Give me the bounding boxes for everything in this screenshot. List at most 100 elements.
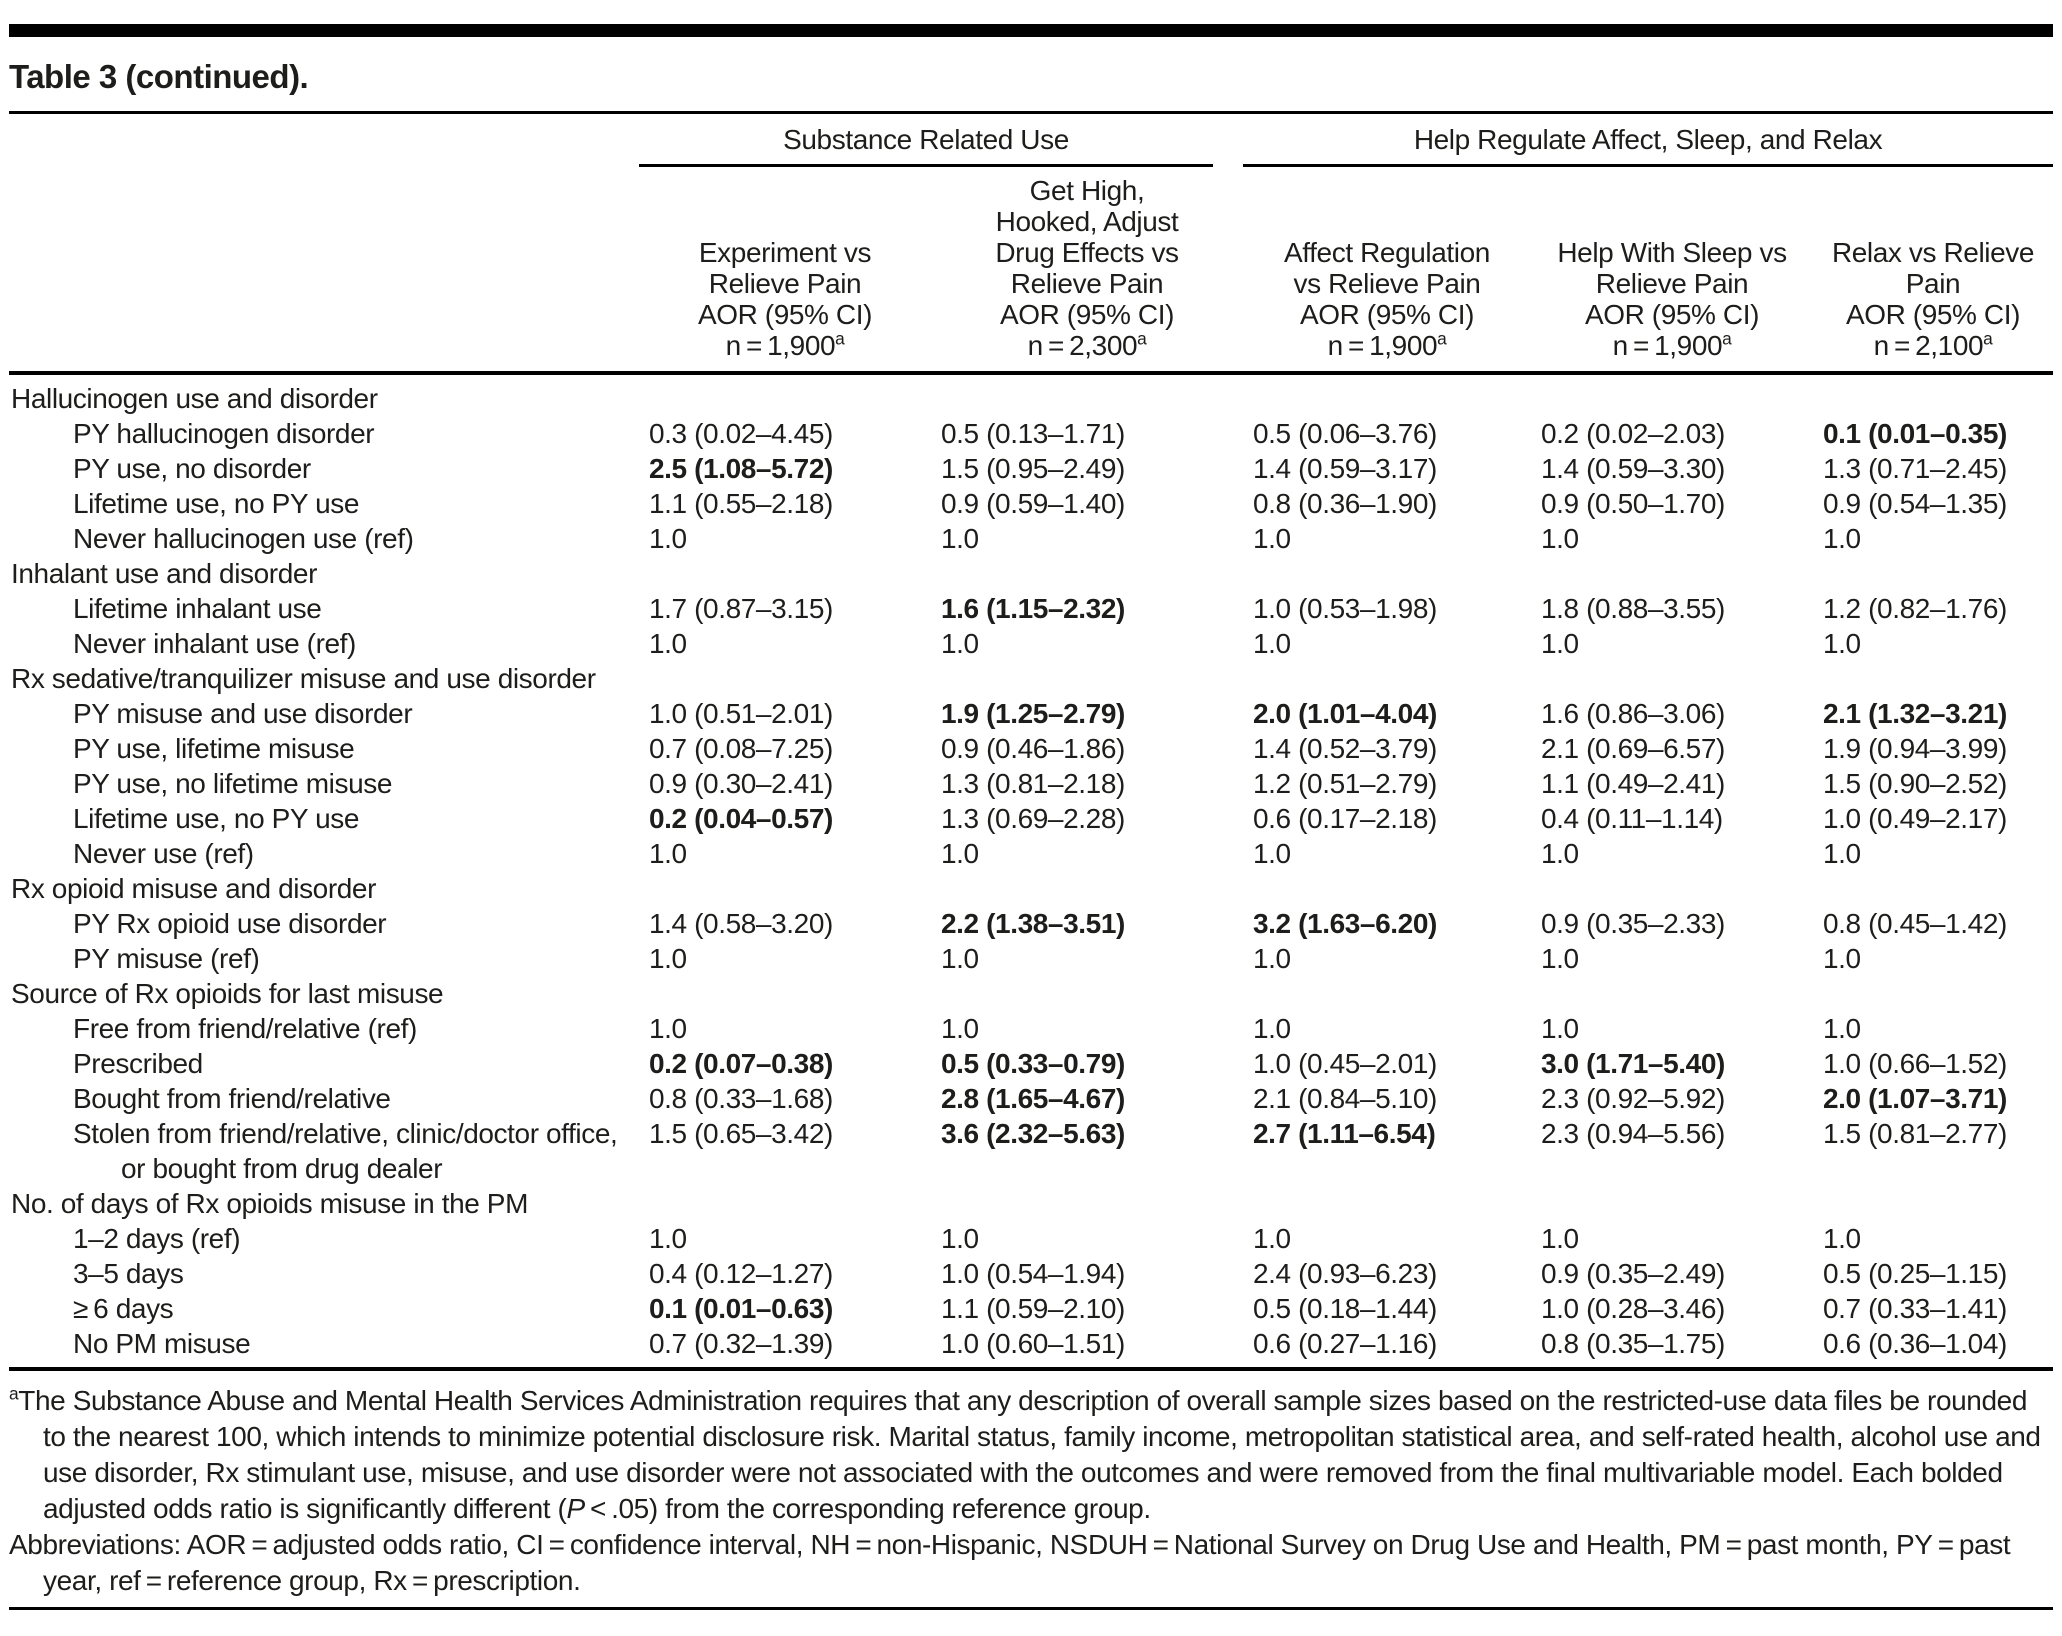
empty-cell xyxy=(931,373,1243,416)
title-rule xyxy=(9,111,2053,114)
column-header-line: n = 1,900a xyxy=(1612,328,1732,361)
superscript-marker: a xyxy=(1137,328,1147,349)
aor-ci-cell: 1.0 xyxy=(1253,1013,1291,1044)
aor-ci-cell: 1.5 (0.90–2.52) xyxy=(1823,768,2007,799)
column-header-line: Relax vs Relieve xyxy=(1831,237,2035,268)
aor-ci-cell: 1.0 xyxy=(1823,1013,1861,1044)
aor-ci-cell: 1.2 (0.51–2.79) xyxy=(1253,768,1437,799)
top-rule-bar xyxy=(9,24,2053,37)
data-row: No PM misuse 0.7 (0.32–1.39) 1.0 (0.60–1.5… xyxy=(9,1326,2053,1369)
aor-ci-cell: 3.2 (1.63–6.20) xyxy=(1253,908,1437,939)
row-label: Lifetime inhalant use xyxy=(73,593,322,624)
section-row: Hallucinogen use and disorder xyxy=(9,373,2053,416)
column-header-line: n = 1,900a xyxy=(725,328,845,361)
aor-ci-cell: 1.0 xyxy=(1541,838,1579,869)
aor-ci-cell: 1.6 (0.86–3.06) xyxy=(1541,698,1725,729)
aor-ci-cell: 0.8 (0.33–1.68) xyxy=(649,1083,833,1114)
aor-ci-cell: 1.1 (0.59–2.10) xyxy=(941,1293,1125,1324)
aor-ci-cell: 1.1 (0.49–2.41) xyxy=(1541,768,1725,799)
section-row: Rx opioid misuse and disorder xyxy=(9,871,2053,906)
empty-cell xyxy=(1531,871,1813,906)
footnotes: aThe Substance Abuse and Mental Health S… xyxy=(9,1383,2053,1599)
column-header-3: Affect Regulation vs Relieve Pain AOR (95%… xyxy=(1243,167,1531,375)
empty-cell xyxy=(1243,871,1531,906)
column-header-line: n = 2,300a xyxy=(1027,328,1147,361)
column-header-line: n = 2,100a xyxy=(1873,328,1993,361)
aor-ci-cell: 3.0 (1.71–5.40) xyxy=(1541,1048,1725,1079)
row-label: Lifetime use, no PY use xyxy=(73,803,360,834)
superscript-marker: a xyxy=(1983,328,1993,349)
empty-cell xyxy=(1531,1186,1813,1221)
row-label: 3–5 days xyxy=(73,1258,184,1289)
aor-ci-cell: 0.9 (0.59–1.40) xyxy=(941,488,1125,519)
aor-ci-cell: 1.0 xyxy=(941,1223,979,1254)
data-row: PY use, no lifetime misuse 0.9 (0.30–2.41… xyxy=(9,766,2053,801)
empty-cell xyxy=(1243,1186,1531,1221)
aor-ci-cell: 2.7 (1.11–6.54) xyxy=(1253,1118,1436,1149)
aor-ci-cell: 1.0 (0.54–1.94) xyxy=(941,1258,1125,1289)
aor-ci-cell: 0.4 (0.11–1.14) xyxy=(1541,803,1723,834)
aor-ci-cell: 0.6 (0.36–1.04) xyxy=(1823,1328,2007,1359)
footnote-abbreviations: Abbreviations: AOR = adjusted odds ratio… xyxy=(9,1529,2011,1596)
row-label: 1–2 days (ref) xyxy=(73,1223,241,1254)
empty-cell xyxy=(639,976,931,1011)
aor-ci-cell: 1.0 (0.45–2.01) xyxy=(1253,1048,1437,1079)
data-row: Never use (ref) 1.0 1.0 1.0 1.0 1.0 xyxy=(9,836,2053,871)
aor-ci-cell: 1.0 xyxy=(649,838,687,869)
empty-cell xyxy=(1531,661,1813,696)
data-row: Prescribed 0.2 (0.07–0.38) 0.5 (0.33–0.79)… xyxy=(9,1046,2053,1081)
aor-ci-cell: 1.5 (0.65–3.42) xyxy=(649,1118,833,1149)
aor-ci-cell: 2.1 (0.84–5.10) xyxy=(1253,1083,1437,1114)
aor-ci-cell: 0.7 (0.33–1.41) xyxy=(1823,1293,2007,1324)
table-title: Table 3 (continued). xyxy=(9,58,309,95)
empty-cell xyxy=(1813,976,2053,1011)
aor-ci-cell: 2.0 (1.07–3.71) xyxy=(1823,1083,2007,1114)
aor-ci-cell: 1.0 xyxy=(649,1223,687,1254)
aor-ci-cell: 1.0 (0.51–2.01) xyxy=(649,698,833,729)
row-label: PY use, no disorder xyxy=(73,453,311,484)
aor-ci-cell: 1.4 (0.59–3.30) xyxy=(1541,453,1725,484)
column-header-1: Experiment vs Relieve Pain AOR (95% CI) n =… xyxy=(639,167,931,375)
row-label: ≥ 6 days xyxy=(73,1293,174,1324)
aor-ci-cell: 1.0 xyxy=(649,1013,687,1044)
aor-ci-cell: 0.9 (0.46–1.86) xyxy=(941,733,1125,764)
aor-ci-cell: 1.0 xyxy=(941,838,979,869)
aor-ci-cell: 0.9 (0.54–1.35) xyxy=(1823,488,2007,519)
aor-ci-cell: 2.1 (1.32–3.21) xyxy=(1823,698,2007,729)
row-label: Hallucinogen use and disorder xyxy=(11,383,378,414)
aor-ci-cell: 1.0 xyxy=(1823,838,1861,869)
aor-ci-cell: 2.4 (0.93–6.23) xyxy=(1253,1258,1437,1289)
data-row: Free from friend/relative (ref) 1.0 1.0 1.0… xyxy=(9,1011,2053,1046)
row-label: Never use (ref) xyxy=(73,838,254,869)
aor-ci-cell: 1.9 (0.94–3.99) xyxy=(1823,733,2007,764)
aor-ci-cell: 2.3 (0.94–5.56) xyxy=(1541,1118,1725,1149)
aor-ci-cell: 1.0 xyxy=(1823,628,1861,659)
column-header-line: Experiment vs xyxy=(698,237,872,268)
aor-ci-cell: 1.0 (0.49–2.17) xyxy=(1823,803,2007,834)
data-row: 3–5 days 0.4 (0.12–1.27) 1.0 (0.54–1.94) 2.… xyxy=(9,1256,2053,1291)
empty-cell xyxy=(639,661,931,696)
row-label: Lifetime use, no PY use xyxy=(73,488,360,519)
aor-ci-cell: 1.0 xyxy=(1541,628,1579,659)
row-label: Never hallucinogen use (ref) xyxy=(73,523,414,554)
aor-ci-cell: 1.7 (0.87–3.15) xyxy=(649,593,833,624)
column-header-line: Relieve Pain xyxy=(1010,268,1164,299)
aor-ci-cell: 0.6 (0.27–1.16) xyxy=(1253,1328,1437,1359)
column-header-line: Affect Regulation xyxy=(1284,237,1490,268)
data-row: PY misuse (ref) 1.0 1.0 1.0 1.0 1.0 xyxy=(9,941,2053,976)
header-stub xyxy=(9,114,639,167)
column-header-line: Pain xyxy=(1905,268,1961,299)
aor-ci-cell: 1.0 xyxy=(1541,943,1579,974)
row-label: Bought from friend/relative xyxy=(73,1083,391,1114)
aor-ci-cell: 0.5 (0.25–1.15) xyxy=(1823,1258,2007,1289)
col-group-1: Substance Related Use xyxy=(639,114,1243,167)
bottom-rule xyxy=(9,1607,2053,1610)
aor-ci-cell: 3.6 (2.32–5.63) xyxy=(941,1118,1125,1149)
aor-ci-cell: 1.5 (0.81–2.77) xyxy=(1823,1118,2007,1149)
column-header-line: Relieve Pain xyxy=(708,268,862,299)
aor-ci-cell: 0.3 (0.02–4.45) xyxy=(649,418,833,449)
aor-ci-cell: 1.0 xyxy=(941,523,979,554)
footnote-a: aThe Substance Abuse and Mental Health S… xyxy=(9,1383,2041,1524)
aor-ci-cell: 0.2 (0.07–0.38) xyxy=(649,1048,833,1079)
aor-ci-cell: 0.8 (0.35–1.75) xyxy=(1541,1328,1725,1359)
